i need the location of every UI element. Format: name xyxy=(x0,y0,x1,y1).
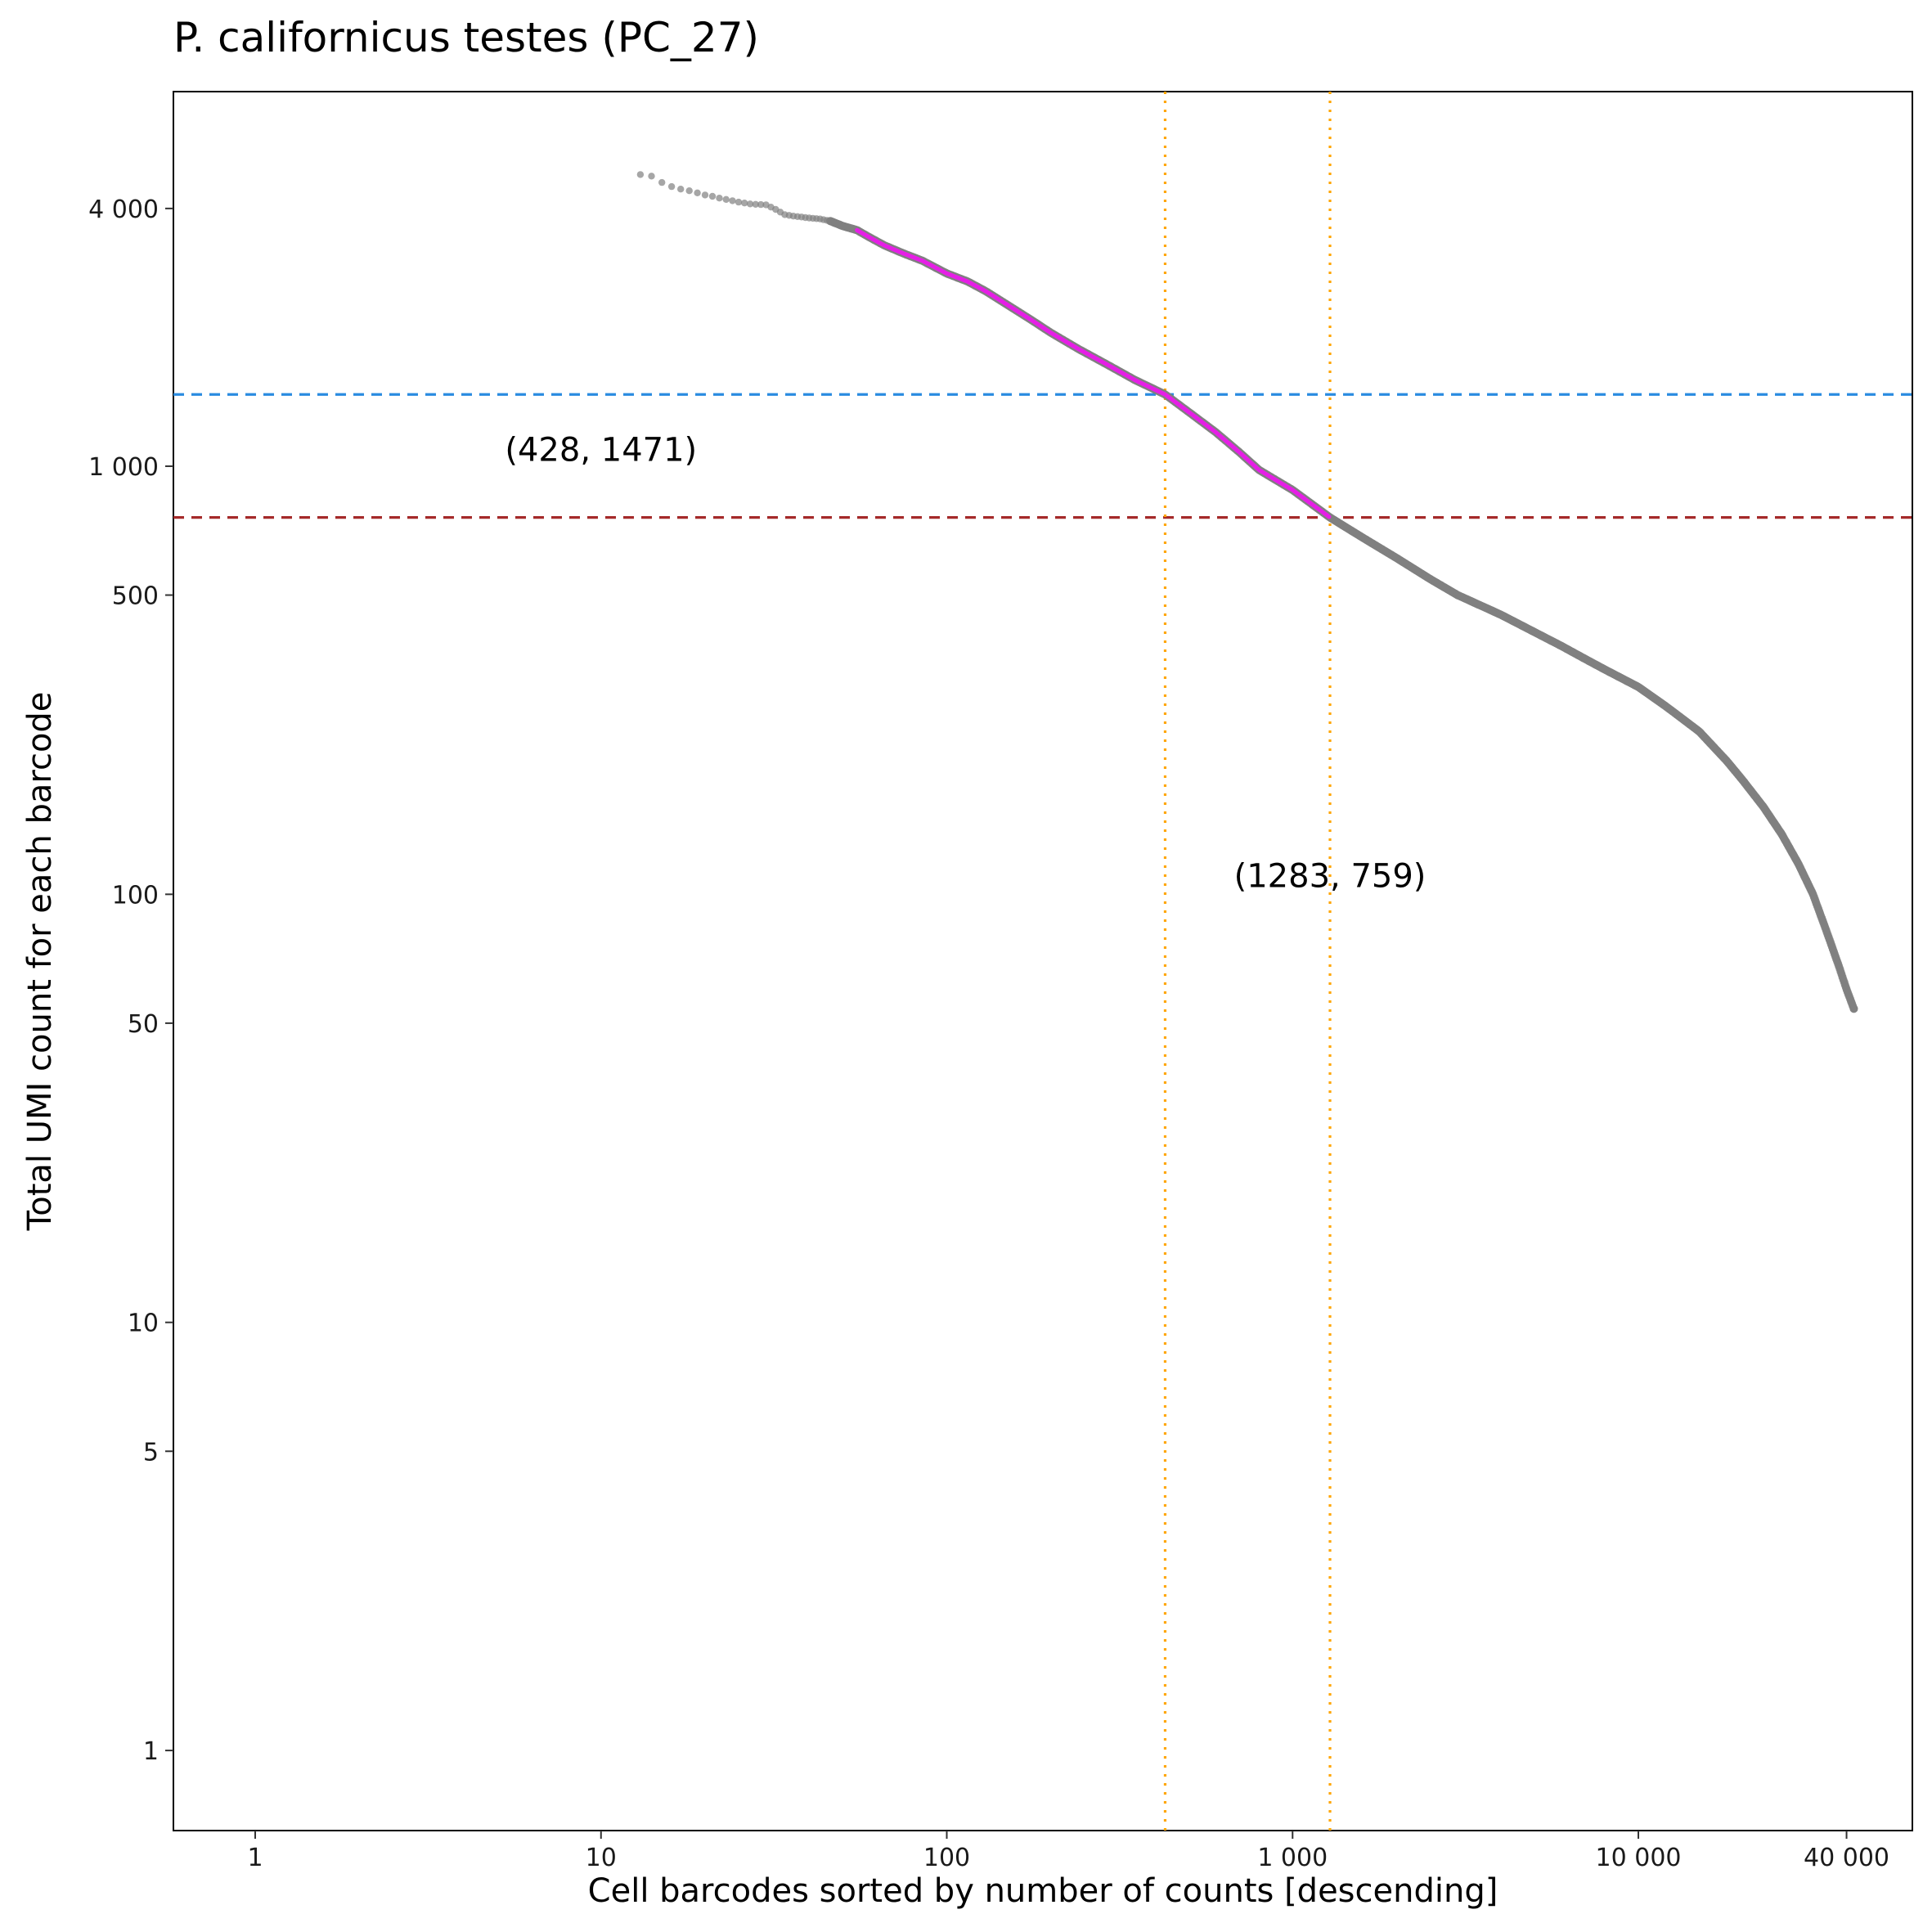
chart-title: P. californicus testes (PC_27) xyxy=(173,14,759,61)
x-axis: 1 10 100 1 000 10 000 40 000 xyxy=(247,1831,1889,1872)
annotation-1: (428, 1471) xyxy=(505,431,697,469)
y-tick-label-2: 5 xyxy=(143,1438,159,1467)
y-axis-label: Total UMI count for each barcode xyxy=(21,692,59,1232)
barcode-point-11 xyxy=(729,197,736,204)
y-tick-label-6: 500 xyxy=(112,582,159,611)
x-axis-label: Cell barcodes sorted by number of counts… xyxy=(588,1872,1498,1910)
y-tick-label-5: 100 xyxy=(112,881,159,910)
y-tick-label-1: 1 xyxy=(143,1737,159,1766)
cell-point-455 xyxy=(1327,514,1332,519)
x-tick-label-2: 10 xyxy=(586,1844,617,1872)
y-tick-label-7: 1 000 xyxy=(88,453,159,482)
threshold-annotations: (428, 1471) (1283, 759) xyxy=(505,431,1426,895)
barcode-point-3 xyxy=(667,182,676,191)
barcode-point-10 xyxy=(722,195,730,203)
barcode-point-14 xyxy=(746,200,754,208)
barcode-point-4 xyxy=(677,186,685,193)
barcode-point-2 xyxy=(658,178,666,186)
barcode-point-1 xyxy=(648,173,655,180)
barcode-point-15 xyxy=(752,200,759,208)
barcode-point-9 xyxy=(716,195,723,202)
y-tick-label-8: 4 000 xyxy=(88,195,159,224)
y-tick-label-3: 10 xyxy=(128,1310,159,1338)
y-tick-label-4: 50 xyxy=(128,1010,159,1039)
barcode-point-0 xyxy=(636,171,645,178)
barcode-point-7 xyxy=(701,191,709,199)
annotation-2: (1283, 759) xyxy=(1234,857,1427,895)
x-tick-label-4: 1 000 xyxy=(1257,1844,1328,1872)
selected-cell-points xyxy=(855,227,1332,519)
barcode-point-1218 xyxy=(1849,1004,1858,1013)
barcode-point-8 xyxy=(708,192,717,200)
x-tick-label-5: 10 000 xyxy=(1596,1844,1682,1872)
x-tick-label-1: 1 xyxy=(247,1844,263,1872)
plot-panel xyxy=(173,91,1913,1831)
x-tick-label-6: 40 000 xyxy=(1804,1844,1889,1872)
x-tick-label-3: 100 xyxy=(923,1844,970,1872)
barcode-point-12 xyxy=(735,198,743,206)
reference-lines xyxy=(173,92,1912,1831)
barcode-point-5 xyxy=(685,187,693,195)
barcode-point-6 xyxy=(694,189,701,196)
barcode-point-13 xyxy=(741,200,748,207)
y-axis: 1 5 10 50 100 500 1 000 4 000 xyxy=(88,195,173,1766)
barcode-point-16 xyxy=(757,200,765,209)
